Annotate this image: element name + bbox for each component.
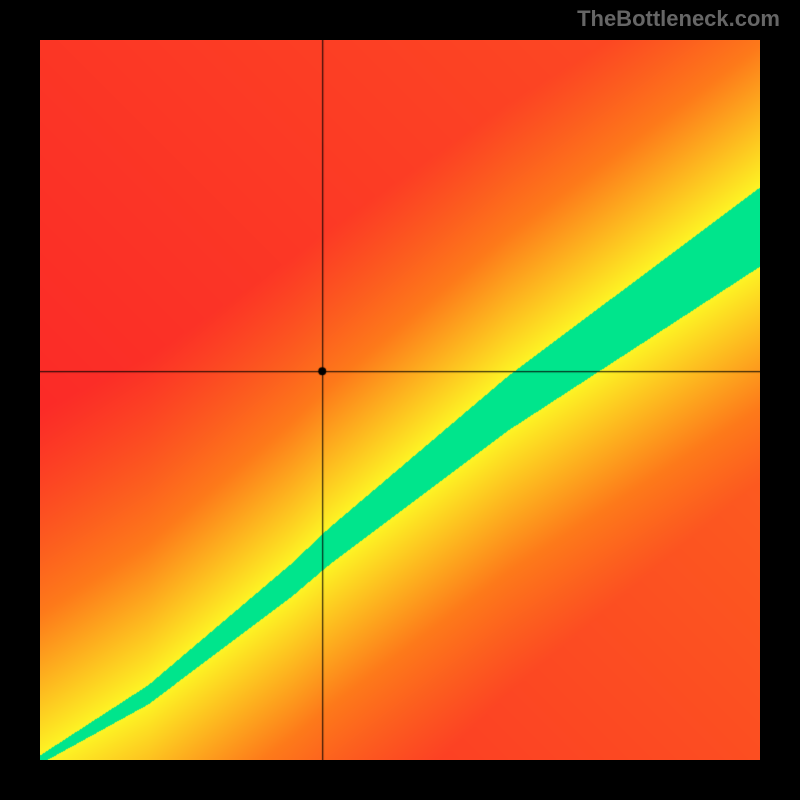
- watermark-text: TheBottleneck.com: [577, 6, 780, 32]
- heatmap-plot: [40, 40, 760, 760]
- chart-container: TheBottleneck.com: [0, 0, 800, 800]
- heatmap-canvas: [40, 40, 760, 760]
